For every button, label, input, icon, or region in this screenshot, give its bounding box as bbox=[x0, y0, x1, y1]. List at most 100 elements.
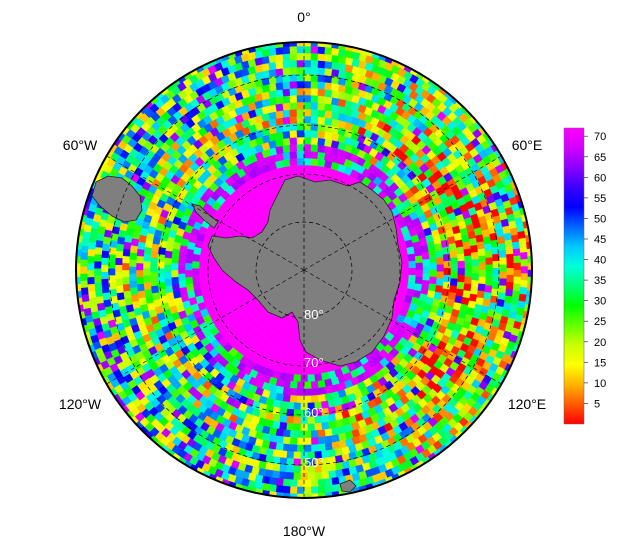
field-cell bbox=[414, 276, 424, 285]
field-cell bbox=[463, 248, 472, 257]
field-cell bbox=[324, 96, 333, 105]
field-cell bbox=[290, 501, 297, 508]
field-cell bbox=[324, 442, 333, 451]
field-cell bbox=[296, 150, 305, 159]
field-cell bbox=[314, 472, 323, 480]
field-cell bbox=[177, 258, 186, 267]
field-cell bbox=[142, 274, 151, 283]
field-cell bbox=[184, 262, 193, 271]
field-cell bbox=[233, 490, 243, 498]
field-cell bbox=[408, 274, 417, 283]
field-cell bbox=[310, 80, 319, 89]
field-cell bbox=[324, 53, 333, 63]
field-cell bbox=[77, 341, 87, 351]
lon-label-120w: 120°W bbox=[59, 396, 102, 412]
field-cell bbox=[416, 61, 427, 72]
field-cell bbox=[293, 402, 301, 411]
field-cell bbox=[310, 115, 319, 124]
field-cell bbox=[109, 126, 120, 138]
field-cell bbox=[296, 157, 305, 166]
field-cell bbox=[158, 288, 167, 297]
field-cell bbox=[317, 46, 326, 55]
field-cell bbox=[303, 395, 312, 404]
field-cell bbox=[303, 430, 312, 439]
field-cell bbox=[115, 250, 124, 259]
field-cell bbox=[435, 278, 444, 287]
field-cell bbox=[198, 271, 207, 280]
field-cell bbox=[275, 485, 284, 494]
field-cell bbox=[282, 60, 291, 69]
field-cell bbox=[505, 246, 514, 255]
field-cell bbox=[492, 132, 503, 143]
field-cell bbox=[205, 267, 214, 276]
field-cell bbox=[324, 67, 333, 77]
field-cell bbox=[87, 241, 97, 250]
field-cell bbox=[278, 400, 288, 410]
field-cell bbox=[289, 94, 298, 103]
field-cell bbox=[434, 285, 444, 294]
field-cell bbox=[285, 408, 295, 417]
colorbar-tick-label: 15 bbox=[594, 357, 606, 369]
field-cell bbox=[422, 266, 431, 274]
field-cell bbox=[157, 246, 167, 255]
field-cell bbox=[510, 234, 520, 243]
field-cell bbox=[450, 443, 461, 455]
field-cell bbox=[80, 251, 88, 260]
field-cell bbox=[275, 60, 284, 70]
field-cell bbox=[121, 262, 130, 271]
field-cell bbox=[80, 280, 88, 289]
field-cell bbox=[94, 281, 103, 290]
field-cell bbox=[163, 257, 172, 266]
field-cell bbox=[506, 260, 515, 269]
field-cell bbox=[226, 488, 237, 498]
field-cell bbox=[513, 262, 522, 271]
field-cell bbox=[521, 189, 531, 199]
field-cell bbox=[86, 255, 95, 264]
field-cell bbox=[317, 429, 326, 438]
field-cell bbox=[324, 110, 333, 119]
field-cell bbox=[191, 274, 200, 283]
field-cell bbox=[275, 103, 284, 112]
field-cell bbox=[433, 456, 445, 467]
field-cell bbox=[429, 276, 438, 285]
field-cell bbox=[292, 360, 301, 369]
field-cell bbox=[285, 450, 294, 459]
field-cell bbox=[456, 281, 465, 290]
field-cell bbox=[478, 255, 487, 264]
field-cell bbox=[164, 285, 174, 294]
field-cell bbox=[303, 157, 312, 166]
field-cell bbox=[310, 87, 319, 96]
field-cell bbox=[289, 101, 298, 110]
field-cell bbox=[310, 486, 319, 495]
field-cell bbox=[371, 42, 382, 52]
field-cell bbox=[289, 395, 298, 404]
field-cell bbox=[449, 250, 458, 259]
field-cell bbox=[482, 236, 492, 245]
field-cell bbox=[268, 484, 277, 493]
field-cell bbox=[268, 82, 277, 92]
field-cell bbox=[122, 419, 133, 430]
field-cell bbox=[401, 271, 410, 280]
field-cell bbox=[531, 300, 532, 310]
field-cell bbox=[147, 85, 158, 97]
field-cell bbox=[282, 394, 291, 403]
field-cell bbox=[303, 115, 312, 124]
field-cell bbox=[317, 102, 326, 111]
field-cell bbox=[122, 110, 133, 121]
field-cell bbox=[296, 101, 305, 110]
field-cell bbox=[282, 53, 291, 62]
field-cell bbox=[443, 267, 452, 276]
colorbar-tick-label: 50 bbox=[594, 213, 606, 225]
field-cell bbox=[289, 52, 298, 61]
field-cell bbox=[191, 260, 200, 269]
field-cell bbox=[420, 244, 429, 254]
field-cell bbox=[478, 276, 487, 285]
field-cell bbox=[123, 290, 132, 299]
field-cell bbox=[282, 95, 291, 104]
field-cell bbox=[442, 281, 451, 290]
field-cell bbox=[178, 279, 187, 289]
field-cell bbox=[510, 297, 520, 306]
field-cell bbox=[282, 151, 291, 161]
field-cell bbox=[121, 269, 130, 278]
field-cell bbox=[296, 59, 305, 68]
